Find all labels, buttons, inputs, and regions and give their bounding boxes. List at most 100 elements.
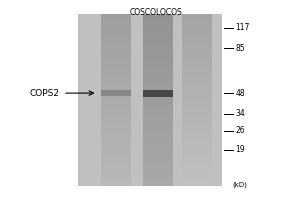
Bar bbox=[142, 83, 172, 89]
Bar bbox=[182, 20, 212, 25]
Bar bbox=[100, 14, 130, 186]
Bar bbox=[100, 54, 130, 60]
Bar bbox=[142, 31, 172, 37]
Bar bbox=[100, 134, 130, 140]
Bar bbox=[142, 123, 172, 129]
Bar bbox=[100, 146, 130, 152]
Bar bbox=[182, 134, 212, 140]
Bar bbox=[182, 54, 212, 60]
Bar bbox=[100, 111, 130, 117]
Bar bbox=[142, 140, 172, 146]
Bar bbox=[182, 25, 212, 31]
Bar bbox=[182, 152, 212, 157]
Text: 117: 117 bbox=[236, 23, 250, 32]
Text: 85: 85 bbox=[236, 44, 245, 53]
Bar bbox=[142, 71, 172, 77]
Bar bbox=[182, 163, 212, 169]
Bar bbox=[182, 31, 212, 37]
Bar bbox=[100, 180, 130, 186]
Bar bbox=[100, 37, 130, 43]
Bar bbox=[100, 77, 130, 83]
Bar bbox=[100, 100, 130, 106]
Bar bbox=[100, 48, 130, 54]
Bar bbox=[100, 175, 130, 180]
Bar bbox=[100, 157, 130, 163]
Bar bbox=[100, 169, 130, 175]
Bar bbox=[182, 94, 212, 100]
Bar bbox=[142, 37, 172, 43]
Bar bbox=[142, 180, 172, 186]
Bar bbox=[182, 14, 212, 186]
Bar bbox=[78, 14, 222, 186]
Text: 48: 48 bbox=[236, 89, 245, 98]
Bar bbox=[142, 90, 172, 97]
Bar bbox=[182, 14, 212, 20]
Text: (kD): (kD) bbox=[232, 181, 247, 188]
Text: 26: 26 bbox=[236, 126, 245, 135]
Bar bbox=[182, 60, 212, 66]
Text: COPS2: COPS2 bbox=[30, 89, 60, 98]
Bar bbox=[182, 140, 212, 146]
Bar bbox=[142, 146, 172, 152]
Text: 19: 19 bbox=[236, 145, 245, 154]
Bar bbox=[182, 175, 212, 180]
Bar bbox=[100, 43, 130, 48]
Bar bbox=[100, 90, 130, 96]
Bar bbox=[142, 111, 172, 117]
Bar bbox=[182, 89, 212, 94]
Bar bbox=[100, 66, 130, 71]
Bar bbox=[142, 152, 172, 157]
Bar bbox=[100, 25, 130, 31]
Bar bbox=[142, 89, 172, 94]
Text: COSCOLOCOS: COSCOLOCOS bbox=[130, 8, 182, 17]
Bar bbox=[142, 77, 172, 83]
Text: 34: 34 bbox=[236, 109, 245, 118]
Bar bbox=[100, 94, 130, 100]
Bar bbox=[142, 20, 172, 25]
Bar bbox=[142, 129, 172, 134]
Bar bbox=[182, 48, 212, 54]
Bar bbox=[182, 37, 212, 43]
Bar bbox=[100, 106, 130, 111]
Bar bbox=[142, 163, 172, 169]
Bar bbox=[100, 140, 130, 146]
Bar bbox=[142, 54, 172, 60]
Bar bbox=[182, 71, 212, 77]
Bar bbox=[182, 180, 212, 186]
Bar bbox=[142, 94, 172, 100]
Bar bbox=[182, 66, 212, 71]
Bar bbox=[100, 31, 130, 37]
Bar bbox=[142, 134, 172, 140]
Bar bbox=[100, 152, 130, 157]
Bar bbox=[142, 169, 172, 175]
Bar bbox=[100, 123, 130, 129]
Bar bbox=[100, 89, 130, 94]
Bar bbox=[182, 83, 212, 89]
Bar bbox=[142, 60, 172, 66]
Bar bbox=[142, 25, 172, 31]
Bar bbox=[182, 117, 212, 123]
Bar bbox=[182, 91, 212, 94]
Bar bbox=[142, 175, 172, 180]
Bar bbox=[142, 14, 172, 20]
Bar bbox=[182, 129, 212, 134]
Bar bbox=[182, 157, 212, 163]
Bar bbox=[142, 48, 172, 54]
Bar bbox=[100, 163, 130, 169]
Bar bbox=[100, 83, 130, 89]
Bar bbox=[142, 66, 172, 71]
Bar bbox=[182, 100, 212, 106]
Bar bbox=[100, 60, 130, 66]
Bar bbox=[142, 14, 172, 186]
Bar bbox=[182, 77, 212, 83]
Bar bbox=[142, 106, 172, 111]
Bar bbox=[100, 71, 130, 77]
Bar bbox=[182, 106, 212, 111]
Bar bbox=[142, 157, 172, 163]
Bar bbox=[182, 111, 212, 117]
Bar bbox=[182, 146, 212, 152]
Bar bbox=[142, 117, 172, 123]
Bar bbox=[142, 43, 172, 48]
Bar bbox=[100, 14, 130, 20]
Bar bbox=[182, 123, 212, 129]
